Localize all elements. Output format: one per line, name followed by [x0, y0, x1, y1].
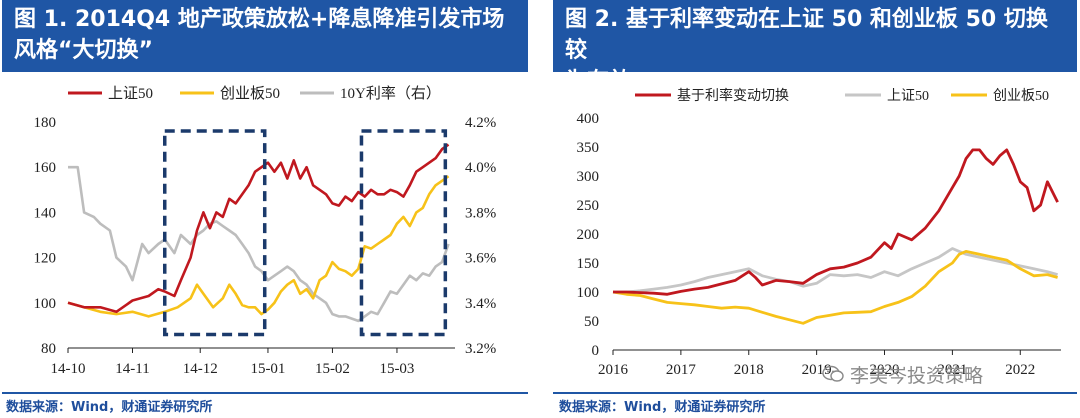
y-left-tick-2: 120 — [34, 251, 57, 267]
y2-tick-4: 200 — [577, 227, 600, 243]
y-left-tick-0: 80 — [41, 341, 56, 357]
x2-tick-label-3: 2019 — [802, 362, 832, 376]
x2-tick-label-4: 2020 — [870, 362, 900, 376]
legend-label-0: 上证50 — [108, 85, 153, 102]
legend-label-2: 10Y利率（右） — [340, 85, 441, 102]
y-right-tick-4: 4.0% — [465, 160, 496, 176]
y2-tick-5: 250 — [577, 198, 600, 214]
figure-1-panel: 图 1. 2014Q4 地产政策放松+降息降准引发市场 风格“大切换” 上证50… — [0, 0, 530, 418]
y2-tick-0: 0 — [592, 343, 600, 359]
x2-tick-label-6: 2022 — [1005, 362, 1035, 376]
figure-2-source: 数据来源：Wind，财通证券研究所 — [559, 400, 766, 415]
x-tick-label-1: 14-11 — [115, 361, 149, 376]
x-tick-label-5: 15-03 — [379, 361, 414, 376]
highlight-box-1 — [359, 129, 448, 337]
y-right-tick-0: 3.2% — [465, 341, 496, 357]
y-left-tick-3: 140 — [34, 205, 57, 221]
x-tick-label-0: 14-10 — [51, 361, 86, 376]
legend2-label-2: 创业板50 — [993, 88, 1049, 104]
highlight-box-0 — [163, 129, 267, 337]
series-line-0 — [67, 143, 450, 314]
figure-1-title-line1: 图 1. 2014Q4 地产政策放松+降息降准引发市场 — [14, 7, 505, 32]
series-line-2 — [68, 165, 450, 323]
y-right-tick-2: 3.6% — [465, 251, 496, 267]
y2-tick-1: 50 — [584, 314, 599, 330]
y-right-tick-3: 3.8% — [465, 205, 496, 221]
x-tick-label-2: 14-12 — [183, 361, 218, 376]
y2-tick-6: 300 — [577, 169, 600, 185]
x2-tick-label-5: 2021 — [937, 362, 967, 376]
figure-2-title-bar: 图 2. 基于利率变动在上证 50 和创业板 50 切换较 为有效 — [553, 0, 1077, 94]
figure-1-title-line2: 风格“大切换” — [14, 38, 153, 63]
chart-2: 基于利率变动切换 上证50 创业板50 0 50 100 150 200 250 300 350 40… — [577, 87, 1061, 376]
legend2-label-1: 上证50 — [887, 88, 929, 104]
figure-1-source: 数据来源：Wind，财通证券研究所 — [6, 400, 213, 415]
y-right-tick-1: 3.4% — [465, 296, 496, 312]
series2-line-1 — [613, 247, 1058, 294]
figure-2-title-line1: 图 2. 基于利率变动在上证 50 和创业板 50 切换较 — [565, 7, 1048, 63]
y2-tick-2: 100 — [577, 285, 600, 301]
series2-line-2 — [612, 249, 1058, 325]
legend-label-1: 创业板50 — [220, 84, 280, 102]
y2-tick-7: 350 — [577, 140, 600, 156]
x2-tick-label-2: 2018 — [734, 362, 764, 376]
y-left-tick-4: 160 — [34, 160, 57, 176]
figure-1-title-bar: 图 1. 2014Q4 地产政策放松+降息降准引发市场 风格“大切换” — [2, 0, 528, 72]
series2-line-0 — [613, 148, 1059, 296]
y2-tick-8: 400 — [577, 111, 600, 127]
wechat-icon — [822, 365, 844, 382]
x2-tick-label-1: 2017 — [666, 362, 697, 376]
x-tick-label-4: 15-02 — [315, 361, 350, 376]
y-left-tick-5: 180 — [34, 115, 57, 131]
figure-1-bottom-rule — [2, 392, 528, 394]
x2-tick-label-0: 2016 — [598, 362, 629, 376]
figure-2-bottom-rule — [553, 392, 1077, 394]
x-tick-label-3: 15-01 — [250, 361, 285, 376]
legend2-label-0: 基于利率变动切换 — [677, 87, 789, 104]
watermark-text: 李美岑投资策略 — [850, 365, 984, 387]
y2-tick-3: 150 — [577, 256, 600, 272]
series-line-1 — [67, 175, 450, 318]
figure-2-panel: 图 2. 基于利率变动在上证 50 和创业板 50 切换较 为有效 基于利率变动… — [553, 0, 1078, 418]
y-left-tick-1: 100 — [34, 296, 57, 312]
figure-2-title-line2: 为有效 — [565, 69, 632, 94]
y-right-tick-5: 4.2% — [465, 115, 496, 131]
chart-1: 上证50 创业板50 10Y利率（右） 80 100 120 140 160 180 3.2% 3.… — [34, 84, 497, 376]
